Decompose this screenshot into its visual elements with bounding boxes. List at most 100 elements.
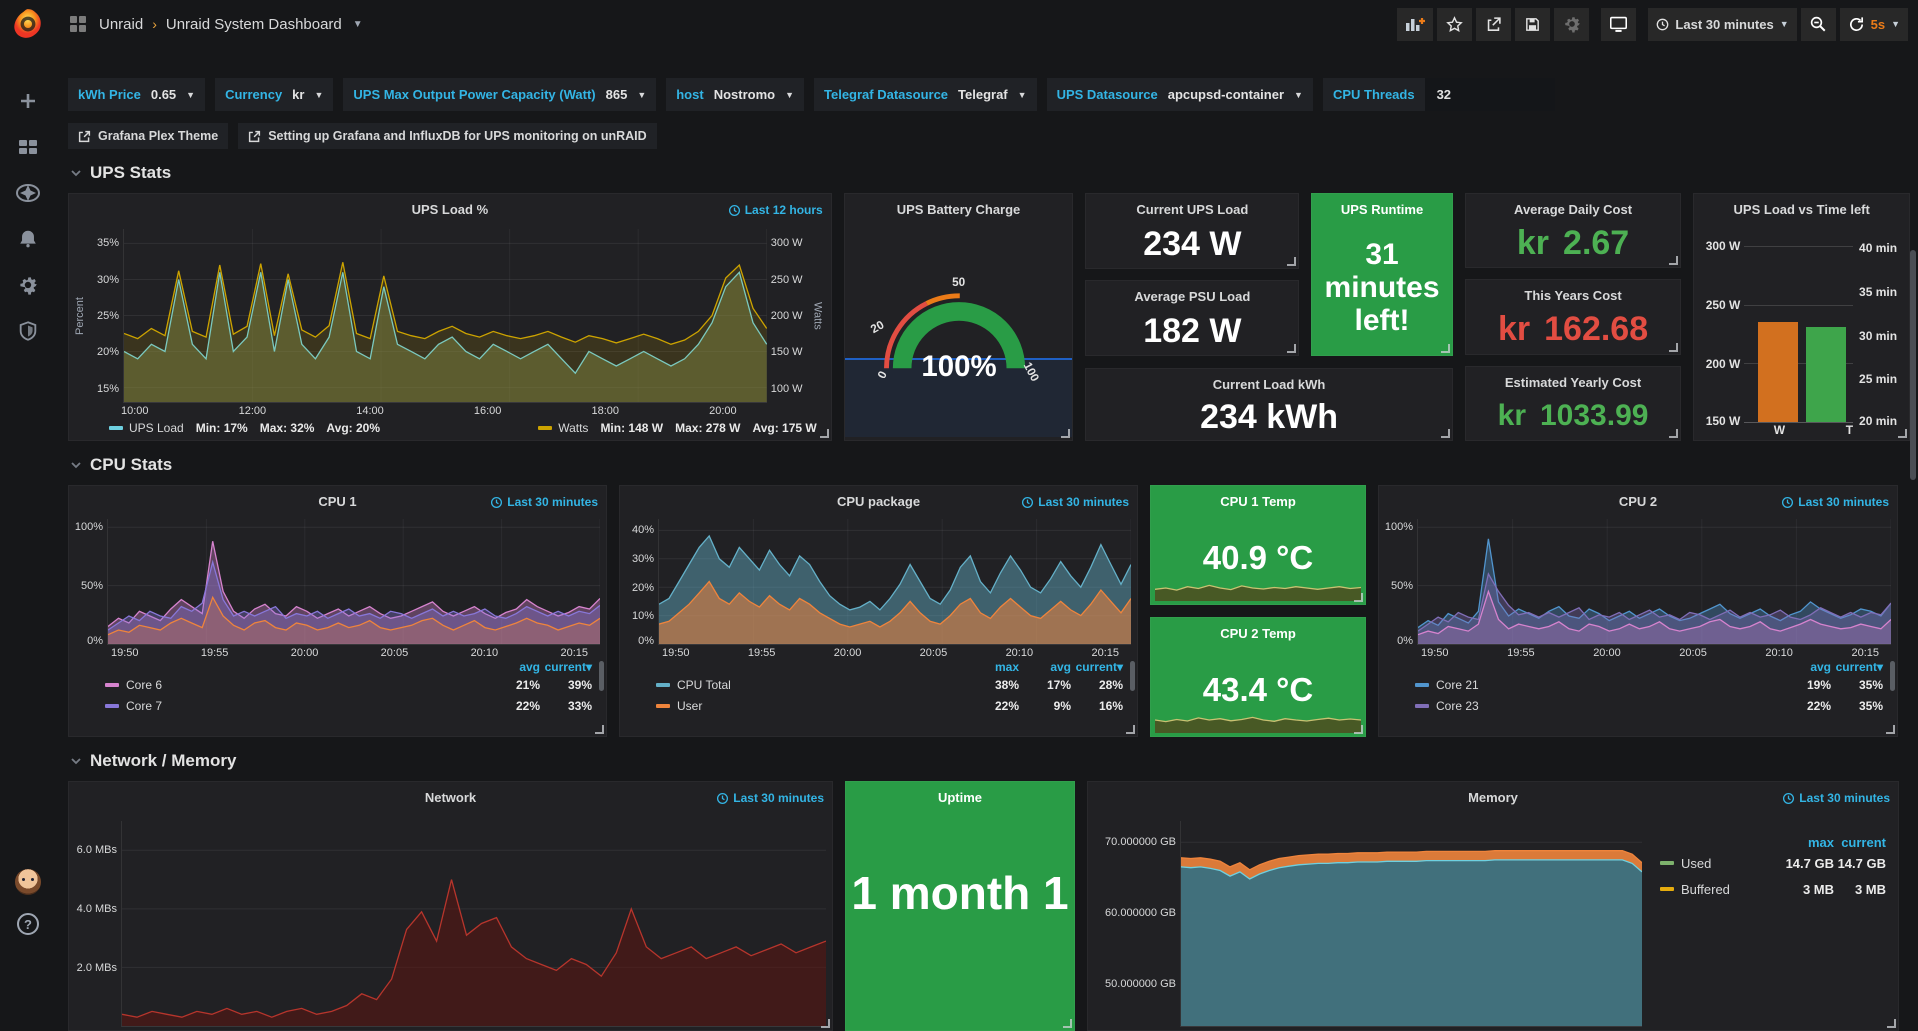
link-grafana-plex-theme[interactable]: Grafana Plex Theme: [68, 123, 228, 149]
panel-time-range-link[interactable]: Last 30 minutes: [1781, 495, 1889, 509]
external-link-icon: [248, 130, 261, 143]
admin-shield-icon[interactable]: [16, 319, 40, 343]
help-icon[interactable]: ?: [17, 913, 39, 935]
cpu-threads-input[interactable]: 32: [1425, 78, 1555, 111]
panel-cpu-package: CPU package Last 30 minutes 40% 30% 20% …: [619, 485, 1138, 737]
settings-button[interactable]: [1554, 8, 1589, 41]
legend-sort-current[interactable]: current▾: [540, 660, 592, 674]
legend-sort-avg[interactable]: avg: [488, 660, 540, 674]
legend-sort-max[interactable]: max: [967, 660, 1019, 674]
ups-load-plot[interactable]: [123, 229, 767, 403]
legend-sort-current[interactable]: current▾: [1071, 660, 1123, 674]
cpu1-plot[interactable]: [107, 519, 600, 645]
user-avatar[interactable]: [15, 869, 41, 895]
bar-watts[interactable]: [1758, 322, 1798, 422]
legend-item-ups-load[interactable]: UPS Load Min: 17% Max: 32% Avg: 20%: [109, 421, 380, 435]
variable-label: CPU Threads: [1333, 87, 1415, 102]
cpu-package-plot[interactable]: [658, 519, 1131, 645]
legend-sort-max[interactable]: max: [1782, 835, 1834, 850]
panel-title: Estimated Yearly Cost: [1466, 375, 1681, 390]
memory-plot[interactable]: [1180, 821, 1642, 1027]
breadcrumb-separator: ›: [152, 16, 157, 32]
section-network-memory[interactable]: Network / Memory: [70, 751, 1910, 771]
dashboard-caret-icon[interactable]: ▼: [353, 19, 363, 30]
dashboards-icon[interactable]: [16, 135, 40, 159]
stat-value: 182 W: [1086, 310, 1298, 352]
breadcrumb-root[interactable]: Unraid: [99, 16, 143, 33]
variable-value: Nostromo: [714, 87, 775, 102]
variable-label: host: [676, 87, 703, 102]
legend-scrollbar[interactable]: [1890, 661, 1895, 691]
link-grafana-influxdb-ups[interactable]: Setting up Grafana and InfluxDB for UPS …: [238, 123, 656, 149]
dashboard-grid-icon[interactable]: [66, 12, 90, 36]
time-range-label: Last 30 minutes: [1675, 17, 1773, 32]
alerting-icon[interactable]: [16, 227, 40, 251]
legend-sort-current[interactable]: current▾: [1831, 660, 1883, 674]
panel-time-range-link[interactable]: Last 30 minutes: [716, 791, 824, 805]
breadcrumb-current[interactable]: Unraid System Dashboard: [166, 16, 342, 33]
cpu2-plot[interactable]: [1417, 519, 1891, 645]
cpu-temp-column: CPU 1 Temp 40.9 °C CPU 2 Temp 43.4 °C: [1150, 485, 1366, 737]
variable-label: UPS Max Output Power Capacity (Watt): [353, 87, 595, 102]
chevron-down-icon: ▼: [1294, 90, 1303, 100]
legend-sort-avg[interactable]: avg: [1779, 660, 1831, 674]
explore-icon[interactable]: [16, 181, 40, 205]
bar-time-left[interactable]: [1806, 327, 1846, 423]
series-color-marker: [105, 683, 119, 687]
series-color-marker: [1660, 861, 1674, 865]
zoom-out-button[interactable]: [1801, 8, 1836, 41]
section-ups-stats[interactable]: UPS Stats: [70, 163, 1910, 183]
create-icon[interactable]: [16, 89, 40, 113]
variable-value: 865: [606, 87, 628, 102]
legend-sort-current[interactable]: current: [1834, 835, 1886, 850]
bar-plot[interactable]: [1744, 231, 1853, 423]
variable-cpu-threads: CPU Threads 32: [1323, 78, 1555, 111]
section-cpu-stats[interactable]: CPU Stats: [70, 455, 1910, 475]
panel-time-range-link[interactable]: Last 30 minutes: [490, 495, 598, 509]
panel-time-range-link[interactable]: Last 30 minutes: [1021, 495, 1129, 509]
legend-item-watts[interactable]: Watts Min: 148 W Max: 278 W Avg: 175 W: [538, 421, 817, 435]
variable-ups-max-output[interactable]: UPS Max Output Power Capacity (Watt)865▼: [343, 78, 656, 111]
panel-time-range-link[interactable]: Last 12 hours: [728, 203, 823, 217]
refresh-button[interactable]: 5s ▼: [1840, 8, 1908, 41]
network-plot[interactable]: [121, 821, 826, 1027]
legend-scrollbar[interactable]: [1130, 661, 1135, 691]
configuration-icon[interactable]: [16, 273, 40, 297]
time-range-button[interactable]: Last 30 minutes ▼: [1648, 8, 1796, 41]
star-button[interactable]: [1437, 8, 1472, 41]
legend-sort-avg[interactable]: avg: [1019, 660, 1071, 674]
add-panel-button[interactable]: [1397, 8, 1433, 41]
refresh-interval-label: 5s: [1871, 17, 1885, 32]
panel-time-range-link[interactable]: Last 30 minutes: [1782, 791, 1890, 805]
save-button[interactable]: [1515, 8, 1550, 41]
grafana-logo[interactable]: [11, 7, 45, 41]
series-color-marker: [656, 683, 670, 687]
gauge-label-0: 0: [875, 369, 890, 381]
panel-title: Memory: [1088, 790, 1898, 805]
legend-scrollbar[interactable]: [599, 661, 604, 691]
panel-ups-load-vs-time: UPS Load vs Time left 300 W 250 W 200 W …: [1693, 193, 1910, 441]
cycle-view-button[interactable]: [1601, 8, 1636, 41]
share-button[interactable]: [1476, 8, 1511, 41]
time-range-caret-icon: ▼: [1780, 19, 1789, 29]
page-scrollbar[interactable]: [1910, 250, 1916, 480]
y-axis-title-left: Percent: [73, 229, 87, 403]
